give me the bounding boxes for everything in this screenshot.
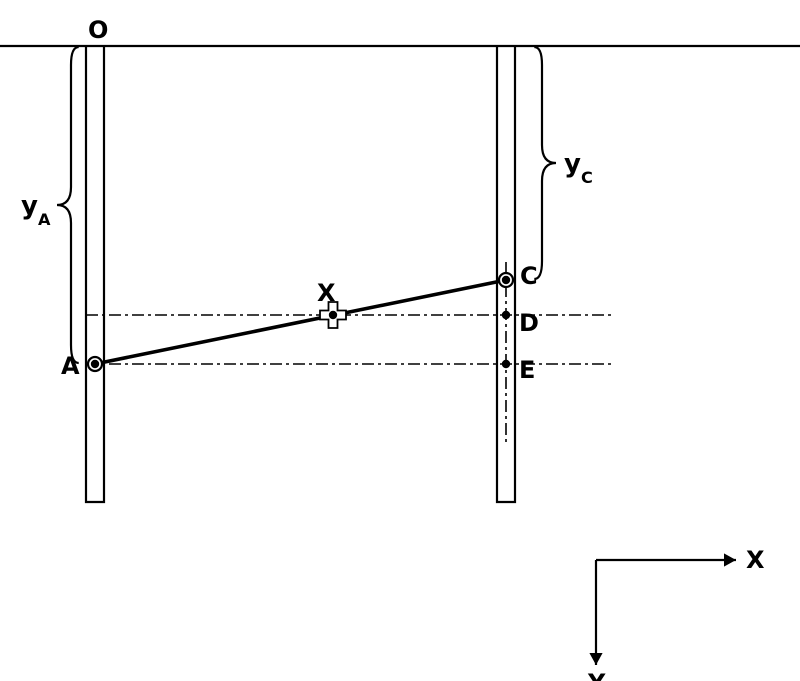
dot-C	[502, 276, 510, 284]
brace-yC	[534, 47, 556, 279]
dot-X	[329, 311, 337, 319]
dot-A	[91, 360, 99, 368]
bar-AC	[95, 280, 506, 364]
diagram-svg	[0, 0, 800, 681]
label-E: E	[519, 358, 535, 382]
label-X: X	[317, 281, 336, 305]
label-D: D	[519, 311, 539, 335]
label-yC: yC	[564, 151, 593, 181]
left-pile	[86, 46, 104, 502]
label-C: C	[520, 264, 538, 288]
label-yA: yA	[21, 193, 50, 223]
dot-D	[502, 311, 510, 319]
dot-E	[502, 360, 510, 368]
label-O: O	[88, 18, 108, 42]
label-axis-Y: Y	[588, 671, 605, 681]
axis-X-arrow	[724, 553, 736, 566]
label-A: A	[61, 354, 80, 378]
axis-Y-arrow	[589, 653, 602, 665]
label-axis-X: X	[746, 548, 765, 572]
brace-yA	[57, 47, 79, 363]
